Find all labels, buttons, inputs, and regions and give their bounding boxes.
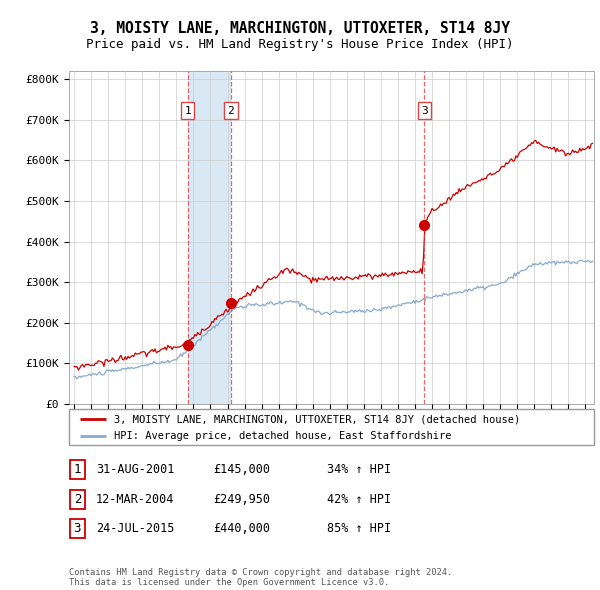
Bar — [70, 490, 85, 509]
Text: HPI: Average price, detached house, East Staffordshire: HPI: Average price, detached house, East… — [113, 431, 451, 441]
Text: 42% ↑ HPI: 42% ↑ HPI — [327, 493, 391, 506]
Bar — [70, 519, 85, 538]
Text: 12-MAR-2004: 12-MAR-2004 — [96, 493, 175, 506]
Text: 1: 1 — [74, 463, 81, 476]
Text: 24-JUL-2015: 24-JUL-2015 — [96, 522, 175, 535]
Text: Contains HM Land Registry data © Crown copyright and database right 2024.
This d: Contains HM Land Registry data © Crown c… — [69, 568, 452, 587]
Bar — [188, 71, 231, 404]
Text: 3, MOISTY LANE, MARCHINGTON, UTTOXETER, ST14 8JY: 3, MOISTY LANE, MARCHINGTON, UTTOXETER, … — [90, 21, 510, 35]
Text: 3: 3 — [421, 106, 428, 116]
Text: 34% ↑ HPI: 34% ↑ HPI — [327, 463, 391, 476]
Text: 2: 2 — [227, 106, 235, 116]
Text: 1: 1 — [184, 106, 191, 116]
Text: 2: 2 — [74, 493, 81, 506]
Bar — [70, 460, 85, 479]
Text: £249,950: £249,950 — [213, 493, 270, 506]
Text: 31-AUG-2001: 31-AUG-2001 — [96, 463, 175, 476]
Text: 3: 3 — [74, 522, 81, 535]
Text: Price paid vs. HM Land Registry's House Price Index (HPI): Price paid vs. HM Land Registry's House … — [86, 38, 514, 51]
Text: 85% ↑ HPI: 85% ↑ HPI — [327, 522, 391, 535]
Text: 3, MOISTY LANE, MARCHINGTON, UTTOXETER, ST14 8JY (detached house): 3, MOISTY LANE, MARCHINGTON, UTTOXETER, … — [113, 414, 520, 424]
Text: £440,000: £440,000 — [213, 522, 270, 535]
Text: £145,000: £145,000 — [213, 463, 270, 476]
